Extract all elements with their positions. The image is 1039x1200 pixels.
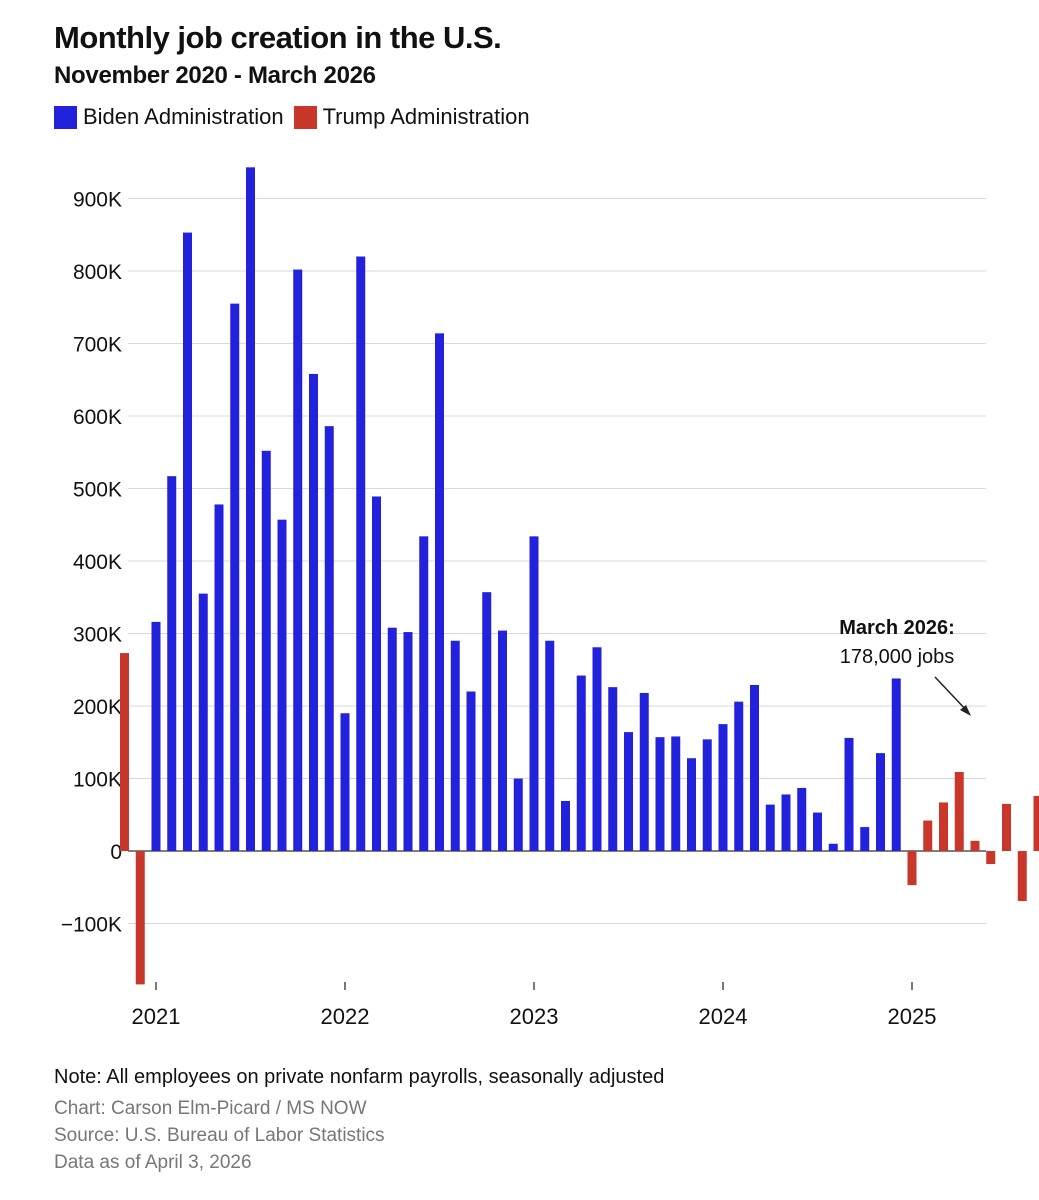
bar-2025-06 — [986, 851, 996, 865]
bar-2021-06 — [230, 303, 240, 851]
bar-2023-02 — [545, 640, 555, 851]
bar-2023-08 — [639, 692, 649, 851]
bar-2021-04 — [198, 593, 208, 851]
legend-swatch-biden — [54, 105, 77, 129]
bar-2025-09 — [1033, 795, 1039, 851]
bar-2024-04 — [765, 804, 775, 851]
bar-2024-06 — [797, 787, 807, 851]
x-tick-label: 2025 — [888, 1004, 937, 1029]
bar-2022-05 — [403, 632, 413, 851]
bar-2024-11 — [876, 753, 885, 851]
bar-2024-05 — [781, 794, 791, 851]
bar-2021-09 — [277, 519, 287, 851]
bar-2023-12 — [702, 739, 712, 851]
bar-2023-07 — [624, 732, 633, 851]
bar-2022-01 — [340, 713, 350, 851]
bar-2022-08 — [450, 640, 460, 851]
bar-2024-09 — [844, 737, 854, 851]
bars — [120, 167, 1039, 985]
annotation-arrowhead — [960, 705, 971, 716]
bar-2022-10 — [482, 592, 492, 851]
y-tick-label: 800K — [73, 261, 122, 284]
x-tick-label: 2021 — [132, 1004, 181, 1029]
y-tick-label: −100K — [61, 914, 122, 937]
x-axis-labels: 202120222023202420252026 — [132, 982, 937, 1029]
footer-data-date: Data as of April 3, 2026 — [54, 1152, 252, 1173]
bar-2023-11 — [687, 758, 696, 851]
y-tick-label: 900K — [73, 189, 122, 212]
bar-2020-12 — [135, 851, 145, 985]
legend-label-biden: Biden Administration — [83, 104, 284, 129]
bar-2023-03 — [561, 800, 570, 851]
y-tick-label: 200K — [73, 696, 122, 719]
y-tick-label: 300K — [73, 624, 122, 647]
legend-item-trump: Trump Administration — [293, 104, 530, 130]
annotation-arrow-line — [934, 676, 969, 713]
bar-2025-04 — [954, 771, 964, 851]
bar-2021-01 — [151, 621, 161, 851]
chart-subtitle: November 2020 - March 2026 — [54, 62, 376, 89]
y-tick-label: 100K — [73, 769, 122, 792]
bar-2020-11 — [120, 653, 129, 851]
bar-2022-04 — [387, 627, 397, 851]
y-tick-label: 700K — [73, 334, 122, 357]
y-axis-labels: −100K 0 100K 200K 300K 400K 500K 600K 700K 800K 90… — [61, 189, 122, 937]
x-tick-label: 2023 — [510, 1004, 559, 1029]
legend: Biden Administration Trump Administratio… — [54, 104, 540, 130]
annotation: March 2026: 178,000 jobs — [839, 617, 971, 716]
bar-2024-12 — [891, 678, 901, 851]
bar-2021-11 — [309, 373, 318, 851]
legend-swatch-trump — [293, 105, 317, 129]
bar-2025-03 — [939, 802, 948, 851]
chart-title: Monthly job creation in the U.S. — [54, 20, 502, 55]
bar-2021-12 — [324, 426, 334, 851]
bar-2022-06 — [419, 536, 429, 851]
bar-2025-07 — [1002, 803, 1011, 851]
bar-2025-01 — [907, 851, 917, 886]
bar-2022-07 — [435, 333, 444, 852]
bar-2025-02 — [923, 820, 933, 851]
bar-2022-09 — [466, 691, 476, 851]
annotation-title: March 2026: — [839, 617, 955, 639]
bar-chart: −100K 0 100K 200K 300K 400K 500K 600K 700K 800K 90… — [61, 167, 1039, 1029]
legend-label-trump: Trump Administration — [322, 104, 530, 129]
bar-2023-05 — [592, 647, 602, 851]
footer-chart-credit: Chart: Carson Elm-Picard / MS NOW — [54, 1098, 367, 1119]
bar-2021-10 — [293, 269, 303, 851]
bar-2023-10 — [671, 736, 681, 851]
bar-2025-05 — [970, 840, 980, 851]
y-tick-label: 0 — [110, 841, 122, 864]
bar-2022-12 — [513, 778, 523, 851]
legend-item-biden: Biden Administration — [54, 104, 284, 130]
gridlines — [128, 198, 986, 924]
x-tick-label: 2022 — [321, 1004, 370, 1029]
bar-2024-01 — [718, 724, 728, 851]
footer-source: Source: U.S. Bureau of Labor Statistics — [54, 1125, 385, 1146]
bar-2024-10 — [860, 827, 870, 851]
y-tick-label: 600K — [73, 406, 122, 429]
bar-2023-04 — [576, 675, 586, 851]
bar-2022-11 — [498, 630, 507, 851]
bar-2023-09 — [655, 737, 665, 851]
bar-2021-08 — [261, 450, 271, 851]
bar-2025-08 — [1017, 851, 1027, 902]
footer-note: Note: All employees on private nonfarm p… — [54, 1066, 665, 1088]
bar-2022-02 — [356, 256, 366, 851]
bar-2023-06 — [608, 687, 618, 851]
x-tick-label: 2024 — [699, 1004, 748, 1029]
bar-2021-03 — [183, 232, 192, 851]
bar-2021-07 — [246, 167, 255, 851]
y-tick-label: 400K — [73, 551, 122, 574]
bar-2022-03 — [372, 496, 381, 851]
bar-2024-08 — [828, 843, 838, 851]
bar-2021-05 — [214, 504, 224, 851]
y-tick-label: 500K — [73, 479, 122, 502]
bar-2024-07 — [813, 812, 822, 851]
annotation-text: 178,000 jobs — [840, 646, 955, 668]
bar-2024-03 — [750, 684, 759, 851]
bar-2021-02 — [167, 476, 177, 851]
bar-2024-02 — [734, 701, 744, 851]
bar-2023-01 — [529, 536, 539, 851]
